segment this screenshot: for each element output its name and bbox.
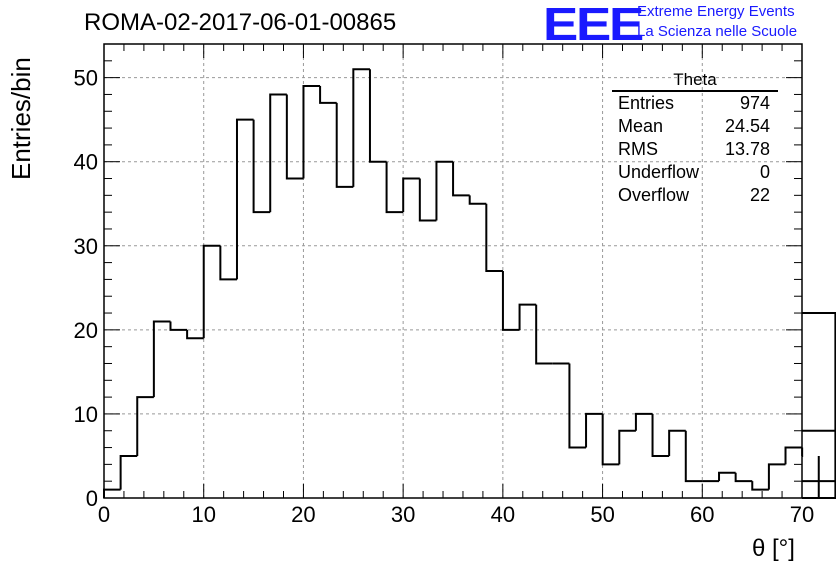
histogram-bin xyxy=(718,471,736,482)
histogram-bin xyxy=(568,363,587,449)
stat-row: Underflow 0 xyxy=(610,161,778,184)
axis-ticks xyxy=(103,43,803,499)
x-tick-label: 20 xyxy=(291,502,315,527)
stat-value: 974 xyxy=(739,93,770,113)
histogram-bin xyxy=(784,446,802,465)
histogram-bin xyxy=(103,488,121,498)
histogram-bin xyxy=(186,329,204,340)
y-tick-label: 10 xyxy=(74,402,98,427)
histogram-bin xyxy=(119,454,138,490)
histogram-bin xyxy=(435,160,454,221)
histogram-bin xyxy=(802,312,836,498)
histogram-bin xyxy=(352,68,370,187)
stat-label: Mean xyxy=(618,116,664,136)
histogram-bin xyxy=(767,463,786,490)
histogram-bin xyxy=(468,195,487,205)
histogram-bin xyxy=(285,94,304,180)
y-tick-label: 0 xyxy=(86,486,98,511)
histogram-bin xyxy=(518,303,537,330)
y-tick-label: 20 xyxy=(74,318,98,343)
stat-label: Underflow xyxy=(618,162,700,182)
histogram-bin xyxy=(202,244,221,339)
histogram-bin xyxy=(368,69,387,163)
histogram-bin xyxy=(385,161,404,214)
stats-title: Theta xyxy=(612,70,778,92)
y-tick-label: 50 xyxy=(74,66,98,91)
histogram-bin xyxy=(802,455,820,499)
stat-row: RMS 13.78 xyxy=(610,138,778,161)
histogram-bin xyxy=(335,102,354,188)
histogram-bin xyxy=(302,85,321,179)
x-tick-label: 70 xyxy=(790,502,814,527)
histogram-bin xyxy=(136,396,154,456)
x-tick-label: 10 xyxy=(191,502,215,527)
stat-value: 24.54 xyxy=(724,116,770,136)
stat-row: Mean 24.54 xyxy=(610,115,778,138)
histogram-bin xyxy=(418,178,437,222)
histogram-bin xyxy=(668,429,686,456)
histogram-bin xyxy=(235,118,254,280)
x-tick-label: 50 xyxy=(590,502,614,527)
histogram-bin xyxy=(269,93,287,213)
x-tick-label: 40 xyxy=(491,502,515,527)
histogram-bin xyxy=(535,304,553,365)
plot-frame xyxy=(103,43,803,499)
eee-logo: EEE xyxy=(543,0,644,50)
histogram-bin xyxy=(485,203,503,272)
histogram-bin xyxy=(734,472,753,483)
histogram-bin xyxy=(802,480,836,483)
histogram-bin xyxy=(501,271,520,331)
y-axis-label: Entries/bin xyxy=(6,57,36,180)
logo-line-2: La Scienza nelle Scuole xyxy=(637,23,798,40)
x-axis-label: θ [°] xyxy=(752,535,795,562)
histogram-bin xyxy=(152,320,171,398)
stat-row: Entries 974 xyxy=(610,92,778,115)
stat-label: RMS xyxy=(618,139,658,159)
y-tick-label: 40 xyxy=(74,150,98,175)
x-tick-label: 0 xyxy=(98,502,110,527)
histogram-bin xyxy=(402,177,420,213)
histogram-bin xyxy=(618,429,636,465)
histogram-bin xyxy=(252,119,271,214)
histogram-bin xyxy=(634,412,653,431)
histogram-bin xyxy=(319,86,337,104)
stat-row: Overflow 22 xyxy=(610,184,778,207)
histogram-bin xyxy=(452,161,470,197)
histogram-bin xyxy=(651,413,670,457)
histogram-bin xyxy=(751,481,769,491)
x-tick-label: 60 xyxy=(690,502,714,527)
x-tick-label: 30 xyxy=(391,502,415,527)
stat-label: Overflow xyxy=(618,185,690,205)
histogram-bin xyxy=(601,413,620,466)
histogram-bin xyxy=(802,429,836,432)
histogram-bins xyxy=(103,68,836,499)
y-tick-label: 30 xyxy=(74,234,98,259)
stat-value: 22 xyxy=(749,185,770,205)
tick-labels: 0 10 20 30 40 50 60 70 0 10 20 30 40 50 xyxy=(74,66,815,527)
histogram-bin xyxy=(585,412,603,448)
stat-label: Entries xyxy=(618,93,675,113)
chart-title: ROMA-02-2017-06-01-00865 xyxy=(84,9,397,36)
histogram-bin xyxy=(802,497,836,499)
histogram-bin xyxy=(684,430,703,483)
stats-box: Theta Entries 974 Mean 24.54 RMS 13.78 Underfl… xyxy=(610,70,778,207)
stat-value: 13.78 xyxy=(724,139,770,159)
logo-line-1: Extreme Energy Events xyxy=(637,3,795,20)
histogram-bin xyxy=(219,245,237,281)
stat-value: 0 xyxy=(759,162,770,182)
histogram-bin xyxy=(169,321,188,331)
